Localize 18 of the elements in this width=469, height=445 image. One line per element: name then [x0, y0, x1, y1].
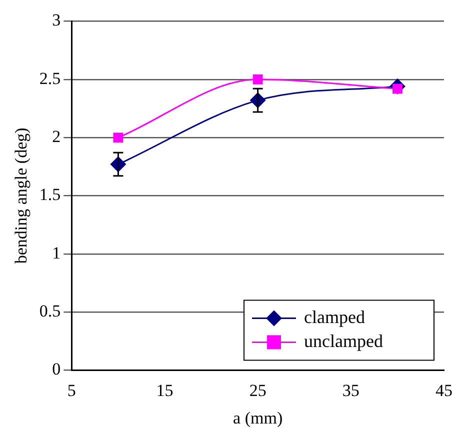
x-tick-label: 15 [156, 380, 174, 400]
x-tick-label: 5 [67, 380, 76, 400]
y-tick-label: 2.5 [39, 68, 61, 88]
legend-label: clamped [304, 306, 365, 327]
x-tick-label: 25 [249, 380, 266, 400]
x-axis-title: a (mm) [233, 408, 283, 428]
point [252, 74, 263, 84]
y-axis-title: bending angle (deg) [12, 128, 31, 264]
y-tick-label: 0 [52, 360, 61, 379]
y-tick-label: 1.5 [39, 185, 61, 204]
y-tick-label: 1 [52, 243, 61, 262]
y-tick-label: 3 [52, 10, 61, 30]
point [113, 132, 124, 142]
y-tick-label: 2 [52, 127, 61, 146]
legend-label: unclamped [304, 330, 383, 351]
x-tick-label: 35 [342, 380, 360, 400]
y-tick-label: 0.5 [39, 302, 61, 320]
x-tick-label: 45 [436, 380, 452, 400]
